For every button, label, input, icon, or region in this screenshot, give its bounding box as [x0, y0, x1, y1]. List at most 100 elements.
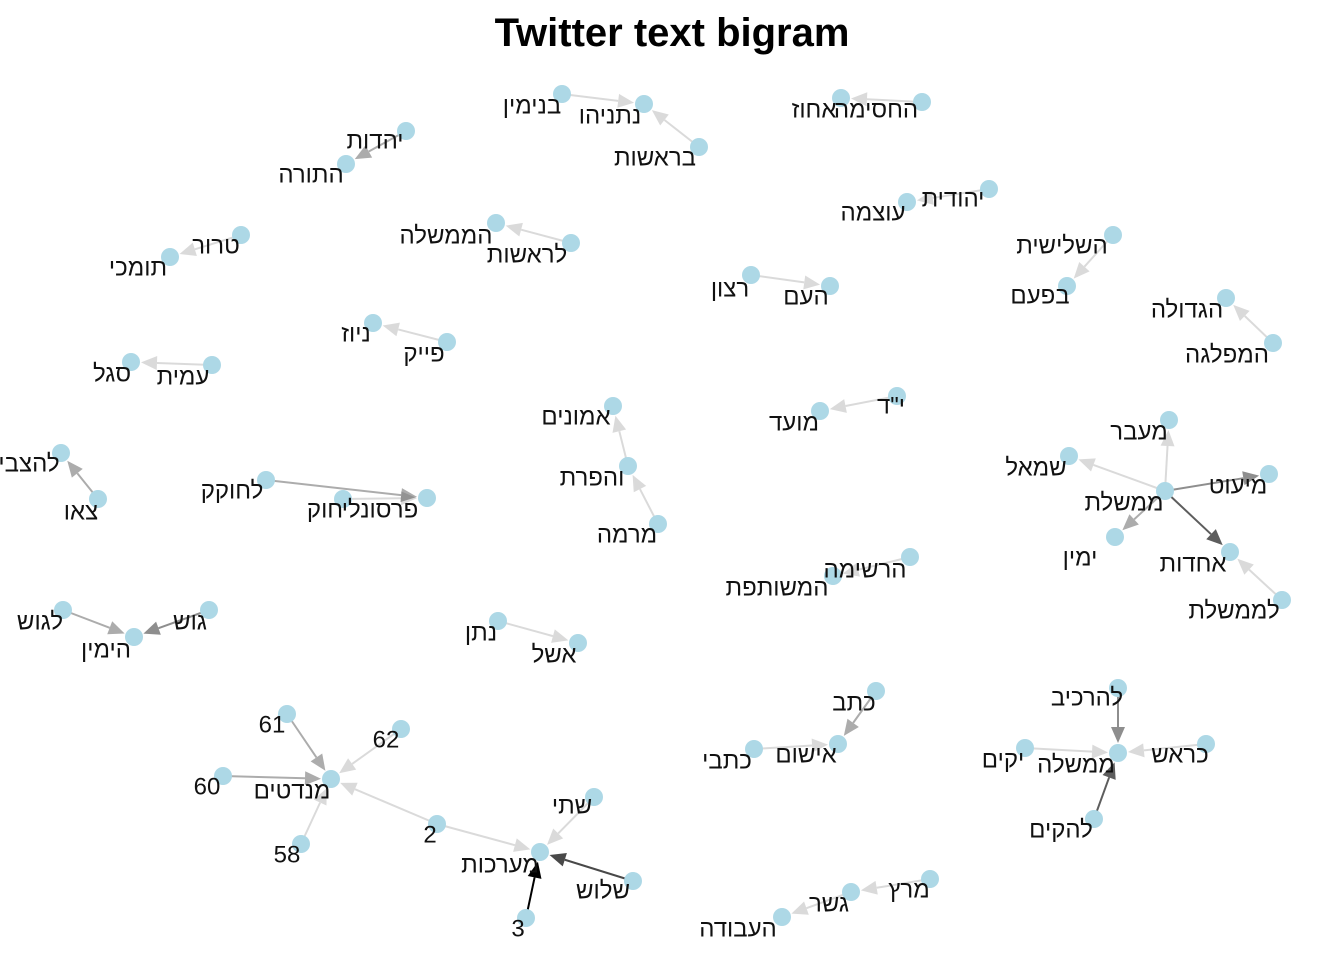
node-label-yahadut: יהדות	[346, 128, 403, 155]
edge-arrowhead	[549, 853, 567, 867]
edge-line	[351, 728, 402, 765]
node-memshelet	[1156, 482, 1174, 500]
node-label-hareshima: הרשימה	[823, 557, 906, 584]
node-label-maarachot: מערכות	[461, 852, 539, 879]
node-label-lagush: לגוש	[17, 609, 63, 636]
node-label-tomchei: תומכי	[109, 255, 167, 282]
node-lehakim	[1085, 810, 1103, 828]
edge-arrowhead	[505, 222, 523, 237]
node-label-lememshelet: לממשלת	[1188, 598, 1279, 625]
edge-arrowhead	[843, 718, 859, 736]
edge-shalosh-maarachot	[549, 853, 634, 882]
edge-arrowhead	[1242, 471, 1260, 486]
node-label-hameshutefet: המשותפת	[725, 575, 828, 602]
edge-binyamin-netanyahu	[561, 93, 635, 108]
edge-arrowhead	[67, 460, 83, 478]
edge-arrowhead	[1233, 304, 1250, 322]
node-amit	[203, 356, 221, 374]
node-ishum	[829, 735, 847, 753]
edge-arrowhead	[547, 828, 564, 845]
node-binyamin	[553, 85, 571, 103]
edge-arrowhead	[339, 758, 357, 774]
edge-arrowhead	[140, 355, 158, 370]
node-label-moed: מועד	[769, 410, 819, 437]
edge-arrowhead	[651, 110, 669, 126]
edge-line	[156, 361, 213, 366]
node-otzma	[898, 193, 916, 211]
edge-n2-maarachot	[436, 823, 531, 852]
edge-arrowhead	[382, 322, 400, 337]
node-kerosh	[1197, 735, 1215, 753]
edge-arrowhead	[1127, 743, 1145, 758]
node-nyuz	[364, 314, 382, 332]
edge-arrowhead	[791, 901, 809, 915]
node-label-n61: 61	[259, 712, 286, 739]
node-label-hahasima: החסימה	[834, 97, 918, 124]
node-label-peik: פייק	[403, 341, 444, 368]
edge-arrowhead	[1102, 762, 1116, 780]
edge-line	[354, 788, 438, 825]
node-label-maavar: מעבר	[1110, 419, 1167, 446]
edge-yakim-memshala	[1024, 744, 1109, 759]
node-hareshima	[901, 548, 919, 566]
node-label-n62: 62	[373, 727, 400, 754]
node-label-n2: 2	[423, 822, 436, 849]
node-label-shalosh: שלוש	[576, 878, 630, 905]
edge-arrowhead	[513, 838, 531, 852]
node-hagdola	[1217, 289, 1235, 307]
node-ratzon	[742, 266, 760, 284]
node-label-lehatzbia: להצביע	[0, 451, 60, 478]
node-label-hamiflaga: המפלגה	[1185, 342, 1269, 369]
node-label-ktavei: כתבי	[702, 748, 752, 775]
node-hatora	[337, 155, 355, 173]
node-label-n60: 60	[194, 774, 221, 801]
edge-arrowhead	[1078, 458, 1096, 472]
node-gush	[200, 601, 218, 619]
node-label-meretz: מרץ	[888, 877, 929, 904]
node-yud	[888, 387, 906, 405]
edge-lagush-hayamin	[62, 609, 125, 635]
edge-kerosh-memshala	[1127, 743, 1207, 758]
node-label-gush: גוש	[173, 609, 207, 636]
edge-arrowhead	[400, 491, 418, 506]
edge-hok-personali	[342, 491, 418, 506]
node-terror	[232, 226, 250, 244]
node-lagush	[54, 601, 72, 619]
edge-line	[564, 858, 634, 882]
node-n62	[392, 720, 410, 738]
node-leharkiv	[1109, 679, 1127, 697]
edge-arrowhead	[842, 562, 860, 577]
node-label-mirma: מרמה	[597, 522, 657, 549]
node-mandatim	[322, 770, 340, 788]
edge-line	[497, 620, 554, 638]
edge-arrowhead	[551, 629, 569, 643]
node-shalosh	[624, 872, 642, 890]
edge-arrowhead	[107, 621, 125, 635]
edge-arrowhead	[354, 145, 373, 160]
edge-arrowhead	[612, 415, 627, 433]
node-label-kerosh: כראש	[1151, 742, 1209, 769]
node-label-mandatim: מנדטים	[254, 778, 331, 805]
node-label-terror: טרור	[192, 233, 240, 260]
node-label-gesher: גשר	[809, 891, 849, 918]
edge-arrowhead	[400, 488, 418, 503]
edge-line	[866, 98, 923, 103]
node-vehafarat	[619, 457, 637, 475]
edge-line	[1024, 747, 1093, 753]
edge-hahasima-ahuz	[850, 92, 923, 107]
node-hok	[334, 490, 352, 508]
edge-arrowhead	[313, 788, 327, 806]
node-label-n58: 58	[274, 842, 301, 869]
node-label-otzma: עוצמה	[841, 200, 906, 227]
node-label-lerosh: לראשות	[487, 242, 567, 269]
node-label-bepaam: בפעם	[1010, 283, 1069, 310]
node-label-yud: י"ד	[877, 393, 905, 420]
node-memshala	[1109, 744, 1127, 762]
node-label-personali: פרסונלי	[342, 497, 419, 524]
node-n3	[517, 909, 535, 927]
edge-line	[876, 878, 931, 889]
edge-line	[561, 93, 619, 102]
node-label-ishum: אישום	[775, 742, 836, 769]
node-berosh	[690, 138, 708, 156]
node-label-shtei: שתי	[552, 793, 592, 820]
